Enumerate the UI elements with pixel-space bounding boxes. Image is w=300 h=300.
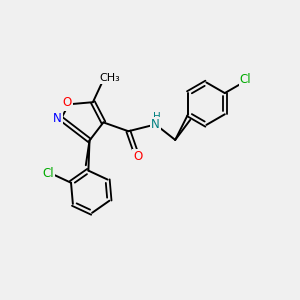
Text: Cl: Cl <box>240 73 251 86</box>
Text: O: O <box>63 96 72 109</box>
Text: H: H <box>153 112 161 122</box>
Text: Cl: Cl <box>42 167 54 180</box>
Text: N: N <box>53 112 62 125</box>
Text: O: O <box>133 150 142 163</box>
Text: CH₃: CH₃ <box>100 73 120 83</box>
Text: N: N <box>151 118 160 131</box>
